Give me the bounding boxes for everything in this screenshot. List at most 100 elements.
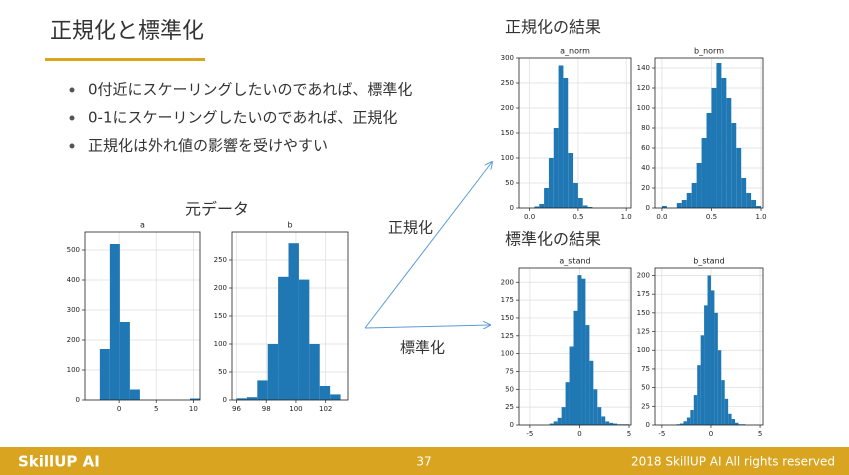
arrow — [364, 325, 490, 328]
bar — [309, 344, 320, 400]
x-tick-label: 0.5 — [572, 213, 583, 221]
bar — [696, 163, 702, 208]
bar — [544, 188, 549, 208]
bar — [605, 421, 610, 425]
bar — [697, 365, 701, 425]
bar — [565, 382, 570, 425]
bar — [548, 158, 554, 208]
y-tick-label: 140 — [637, 64, 650, 72]
bullet: 正規化は外れ値の影響を受けやすい — [88, 137, 328, 155]
bar — [716, 63, 722, 208]
bar — [661, 206, 667, 208]
y-tick-label: 75 — [641, 365, 650, 373]
section-label: 正規化の結果 — [505, 18, 601, 37]
y-tick-label: 40 — [641, 164, 650, 172]
bar — [288, 243, 299, 400]
bar — [330, 394, 341, 400]
arrow-label: 正規化 — [388, 219, 433, 237]
bar — [721, 78, 727, 208]
y-tick-label: 50 — [218, 368, 227, 376]
bar — [613, 423, 618, 425]
section-label: 標準化の結果 — [505, 230, 601, 249]
bar — [724, 398, 729, 425]
plot-frame — [654, 267, 764, 426]
bar — [683, 421, 687, 425]
y-tick-label: 200 — [501, 104, 514, 112]
y-tick-label: 100 — [501, 154, 514, 162]
bar — [741, 178, 747, 208]
bullet: 0-1にスケーリングしたいのであれば、正規化 — [88, 109, 397, 127]
plot-frame — [518, 57, 632, 209]
x-tick-label: 5 — [758, 430, 762, 438]
bar — [728, 413, 732, 425]
x-tick-label: -5 — [658, 430, 665, 438]
bar — [569, 346, 574, 425]
y-tick-label: 250 — [214, 256, 227, 264]
y-tick-label: 400 — [67, 276, 80, 284]
y-tick-label: 0 — [76, 396, 80, 404]
bar — [99, 349, 110, 400]
x-tick-label: 102 — [319, 405, 332, 413]
y-tick-label: 100 — [214, 340, 227, 348]
bar — [119, 322, 130, 400]
slide-title: 正規化と標準化 — [50, 19, 204, 44]
y-tick-label: 175 — [637, 290, 650, 298]
y-tick-label: 25 — [505, 403, 514, 411]
bar — [731, 123, 737, 208]
y-tick-label: 200 — [67, 336, 80, 344]
y-tick-label: 0 — [646, 204, 650, 212]
bar — [746, 193, 752, 208]
bar — [534, 206, 540, 208]
y-tick-label: 150 — [637, 309, 650, 317]
bar — [676, 203, 682, 208]
bullet-dot — [69, 115, 75, 121]
bar — [686, 193, 692, 208]
y-tick-label: 100 — [637, 104, 650, 112]
plot-frame — [84, 231, 201, 401]
y-tick-label: 60 — [641, 144, 650, 152]
bar — [680, 423, 684, 425]
footer-brand: SkillUP AI — [18, 453, 100, 471]
bullet-dot — [69, 143, 75, 149]
bar — [700, 335, 705, 425]
bar — [751, 200, 757, 208]
bar — [587, 207, 593, 208]
bar — [582, 205, 588, 208]
y-tick-label: 120 — [637, 84, 650, 92]
x-tick-label: 5 — [154, 405, 158, 413]
arrow — [364, 162, 492, 329]
bar — [549, 423, 554, 425]
chart-title: b — [287, 221, 292, 230]
y-tick-label: 175 — [501, 296, 514, 304]
bar — [686, 417, 691, 425]
bar — [691, 183, 697, 208]
bullet-dot — [69, 87, 75, 93]
bar — [581, 278, 586, 425]
y-tick-label: 50 — [505, 179, 514, 187]
y-tick-label: 150 — [501, 314, 514, 322]
chart-title: a_stand — [559, 257, 590, 266]
bar — [129, 389, 140, 400]
x-tick-label: 5 — [627, 430, 631, 438]
plot-frame — [518, 267, 632, 426]
chart-title: b_norm — [694, 47, 724, 56]
bar — [736, 148, 742, 208]
bar — [278, 276, 289, 400]
bar — [593, 389, 598, 425]
section-label: 元データ — [185, 200, 249, 219]
y-tick-label: 125 — [637, 328, 650, 336]
bar — [236, 398, 247, 400]
y-tick-label: 0 — [223, 396, 227, 404]
x-tick-label: 96 — [232, 405, 241, 413]
bar — [693, 395, 698, 425]
bar — [267, 344, 279, 400]
x-tick-label: 0 — [709, 430, 713, 438]
x-tick-label: 0.0 — [524, 213, 535, 221]
bar — [690, 410, 694, 425]
bar — [707, 275, 711, 425]
x-tick-label: 0.5 — [706, 213, 717, 221]
bar — [701, 138, 707, 208]
bar — [189, 398, 200, 400]
